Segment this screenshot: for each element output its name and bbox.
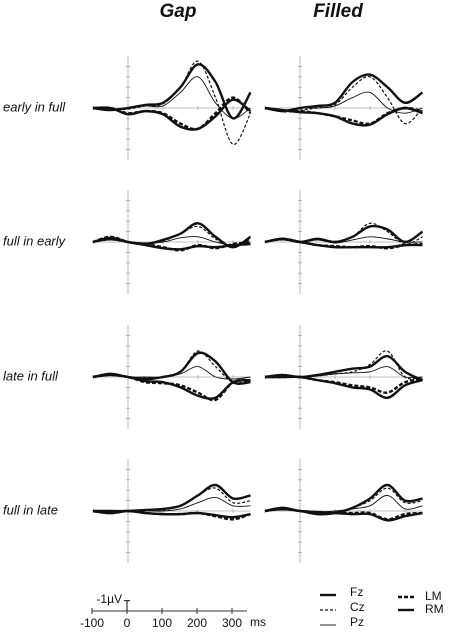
legend-label: LM (425, 589, 442, 603)
row-label: late in full (3, 368, 59, 383)
scale-x-label: -100 (80, 616, 104, 630)
waveform (264, 91, 423, 114)
scale-x-label: 100 (152, 616, 172, 630)
row-label: full in early (3, 233, 67, 248)
waveform (92, 509, 251, 519)
waveform (92, 98, 252, 131)
waveform (92, 236, 251, 251)
waveform (264, 106, 423, 127)
scale-x-unit: ms (250, 615, 266, 629)
row-label: early in full (3, 99, 66, 114)
waveform (264, 506, 423, 522)
waveform (92, 236, 251, 246)
scale-x-label: 0 (124, 616, 131, 630)
waveform (264, 237, 423, 249)
waveform (92, 76, 251, 119)
waveform (265, 375, 423, 400)
scale-x-label: 300 (222, 616, 242, 630)
legend-label: Cz (350, 600, 365, 614)
waveform (92, 373, 251, 400)
waveform (92, 222, 252, 249)
row-label: full in late (3, 502, 58, 517)
legend-label: Pz (350, 615, 364, 629)
waveform (264, 73, 424, 113)
column-title: Filled (313, 1, 363, 22)
waveform (92, 350, 251, 384)
legend-label: RM (425, 602, 444, 616)
legend-label: Fz (350, 585, 363, 599)
scale-x-label: 200 (187, 616, 207, 630)
scale-y-label: -1µV (96, 592, 122, 606)
column-title: Gap (160, 1, 197, 22)
